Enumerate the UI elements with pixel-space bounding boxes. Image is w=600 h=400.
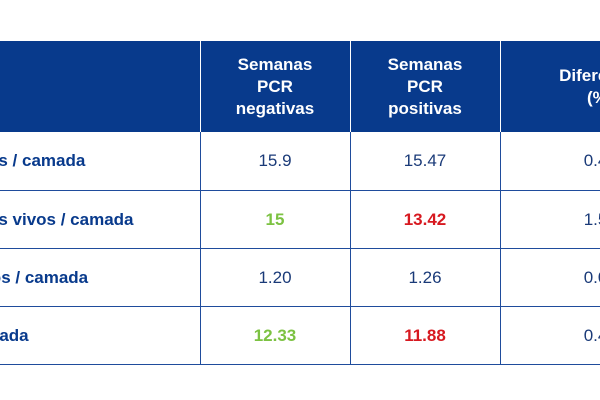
table-row: Destetados / camada 12.33 11.88 0.45 bbox=[0, 306, 600, 365]
row-label: Lechones nacidos vivos / camada bbox=[0, 190, 200, 249]
header-line: positivas bbox=[388, 98, 462, 118]
row-label: Lechones muertos / camada bbox=[0, 248, 200, 307]
value-pcr-negative: 15 bbox=[199, 190, 350, 249]
header-line: Semanas bbox=[387, 54, 463, 74]
table-row: Lechones muertos / camada 1.20 1.26 0.06 bbox=[0, 248, 600, 307]
value-difference: 0.43 bbox=[499, 132, 600, 191]
value-pcr-positive: 1.26 bbox=[349, 248, 500, 307]
header-line: PCR bbox=[257, 76, 293, 96]
value-pcr-positive: 11.88 bbox=[349, 306, 500, 365]
header-line: Semanas bbox=[237, 54, 313, 74]
value-pcr-negative: 12.33 bbox=[199, 306, 350, 365]
value-difference: 1.58 bbox=[499, 190, 600, 249]
header-difference: Diferencia (%) bbox=[499, 41, 600, 132]
value-pcr-positive: 13.42 bbox=[349, 190, 500, 249]
value-pcr-negative: 15.9 bbox=[199, 132, 350, 191]
header-line: negativas bbox=[235, 98, 315, 118]
header-line: (%) bbox=[587, 87, 600, 107]
header-pcr-negative: Semanas PCR negativas bbox=[199, 41, 350, 132]
header-line: Diferencia bbox=[559, 65, 600, 85]
table-row: Lechones nacidos vivos / camada 15 13.42… bbox=[0, 190, 600, 249]
value-difference: 0.06 bbox=[499, 248, 600, 307]
header-pcr-positive: Semanas PCR positivas bbox=[349, 41, 500, 132]
value-difference: 0.45 bbox=[499, 306, 600, 365]
table-row: Lechones nacidos / camada 15.9 15.47 0.4… bbox=[0, 132, 600, 191]
value-pcr-negative: 1.20 bbox=[199, 248, 350, 307]
header-line: PCR bbox=[407, 76, 443, 96]
value-pcr-positive: 15.47 bbox=[349, 132, 500, 191]
row-label: Destetados / camada bbox=[0, 306, 200, 365]
results-table: Semanas PCR negativas Semanas PCR positi… bbox=[0, 41, 600, 365]
row-label: Lechones nacidos / camada bbox=[0, 132, 200, 191]
header-row: Semanas PCR negativas Semanas PCR positi… bbox=[0, 41, 600, 132]
header-label-column bbox=[0, 41, 200, 132]
